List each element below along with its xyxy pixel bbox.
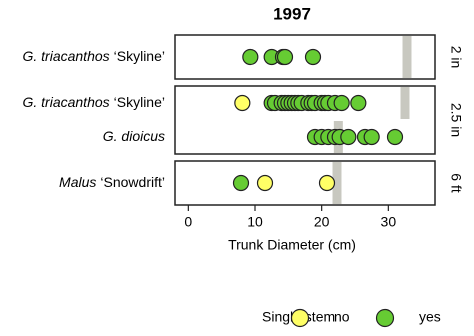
species: G. triacanthos <box>22 94 109 110</box>
cultivar: ‘Snowdrift’ <box>100 174 165 190</box>
data-point <box>363 128 380 146</box>
data-point <box>276 48 294 66</box>
strip-label: 2 in <box>448 46 464 69</box>
x-tick-label: 20 <box>314 214 330 230</box>
legend-marker <box>375 308 395 328</box>
data-point <box>242 48 259 66</box>
cultivar: ‘Skyline’ <box>114 94 165 110</box>
cultivar: ‘Skyline’ <box>114 48 165 64</box>
species: Malus <box>59 174 96 190</box>
x-tick-label: 10 <box>247 214 263 230</box>
reference-bar <box>332 162 342 204</box>
strip-label: 2.5 in <box>448 103 464 137</box>
legend-label: no <box>334 309 350 325</box>
panel-frame <box>174 34 436 80</box>
data-point <box>256 174 274 192</box>
strip-label: 6 ft <box>448 173 464 193</box>
panel-frame <box>174 160 436 206</box>
reference-bar <box>400 87 410 119</box>
data-point <box>386 128 404 146</box>
data-point <box>304 48 322 66</box>
x-axis-label: Trunk Diameter (cm) <box>228 237 356 253</box>
row-label: G. dioicus <box>103 128 165 144</box>
row-label: G. triacanthos ‘Skyline’ <box>22 48 165 64</box>
x-tick-label: 30 <box>381 214 397 230</box>
reference-bar <box>402 36 412 78</box>
panel-frame <box>174 85 436 155</box>
data-point <box>340 128 357 146</box>
species: G. triacanthos <box>22 48 109 64</box>
data-point <box>232 174 250 192</box>
x-tick-label: 0 <box>184 214 192 230</box>
data-point <box>350 94 367 112</box>
species: G. dioicus <box>103 128 165 144</box>
data-point <box>234 94 251 112</box>
data-point <box>333 94 350 112</box>
row-label: G. triacanthos ‘Skyline’ <box>22 94 165 110</box>
data-point <box>318 174 336 192</box>
legend-marker <box>290 308 310 328</box>
row-label: Malus ‘Snowdrift’ <box>59 174 165 190</box>
legend-label: yes <box>419 309 441 325</box>
chart-title: 1997 <box>273 4 311 23</box>
